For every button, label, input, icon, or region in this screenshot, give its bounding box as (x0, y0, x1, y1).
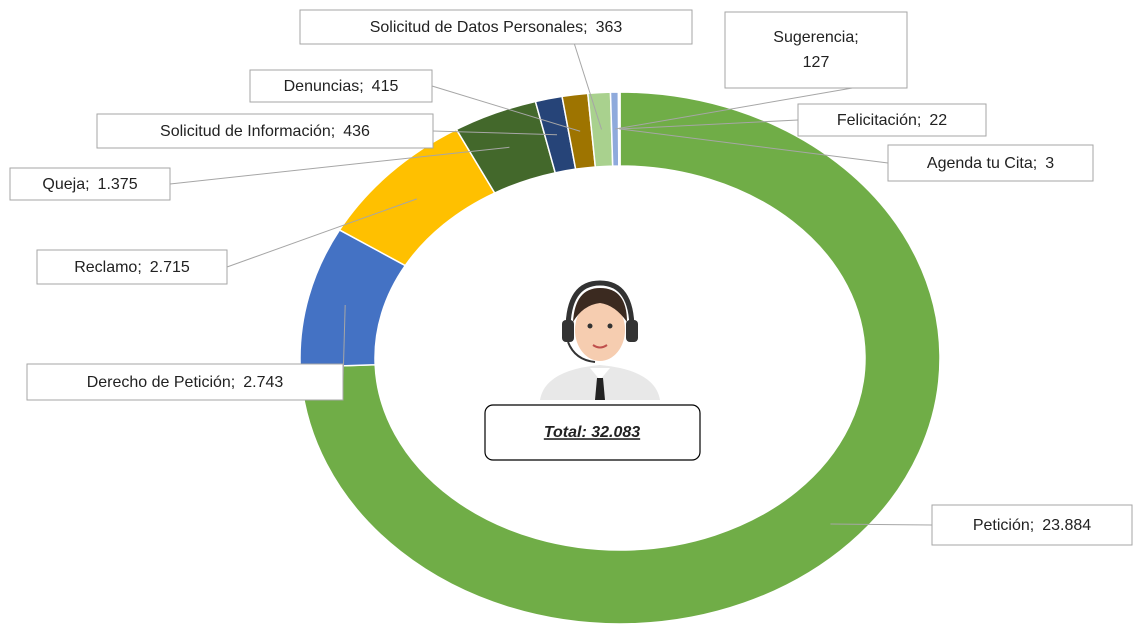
value-label: 363 (596, 19, 623, 36)
slices (300, 92, 940, 624)
category-label: Felicitación; (837, 112, 921, 129)
category-label: Agenda tu Cita; (927, 155, 1037, 172)
category-label: Queja; (42, 176, 89, 193)
category-label: Derecho de Petición; (87, 374, 236, 391)
value-label: 127 (803, 54, 830, 71)
value-label: 2.743 (243, 374, 283, 391)
value-label: 2.715 (150, 259, 190, 276)
value-label: 1.375 (98, 176, 138, 193)
value-label: 22 (929, 112, 947, 129)
value-label: 23.884 (1042, 517, 1091, 534)
label-box (10, 168, 170, 200)
category-label: Sugerencia; (773, 29, 858, 46)
category-label: Reclamo; (74, 259, 142, 276)
value-label: 3 (1045, 155, 1054, 172)
data-label: Derecho de Petición; 2.743 (87, 374, 284, 391)
data-label: Denuncias; 415 (284, 78, 399, 95)
data-label: Reclamo; 2.715 (74, 259, 190, 276)
category-label: Denuncias; (284, 78, 364, 95)
data-label: Petición; 23.884 (973, 517, 1091, 534)
category-label: Solicitud de Datos Personales; (370, 19, 588, 36)
value-label: 436 (343, 123, 370, 140)
chart: Total: 32.083 Petición; 23.884 Derecho de … (0, 0, 1134, 626)
data-label: Agenda tu Cita; 3 (927, 155, 1054, 172)
value-label: 415 (372, 78, 399, 95)
data-label: Solicitud de Datos Personales; 363 (370, 19, 623, 36)
total-label: Total: 32.083 (544, 424, 640, 441)
label-box (725, 12, 907, 88)
data-label: Felicitación; 22 (837, 112, 947, 129)
category-label: Petición; (973, 517, 1034, 534)
labels: Petición; 23.884 Derecho de Petición; 2.743… (10, 10, 1132, 545)
agent-icon (540, 283, 660, 400)
category-label: Solicitud de Información; (160, 123, 335, 140)
